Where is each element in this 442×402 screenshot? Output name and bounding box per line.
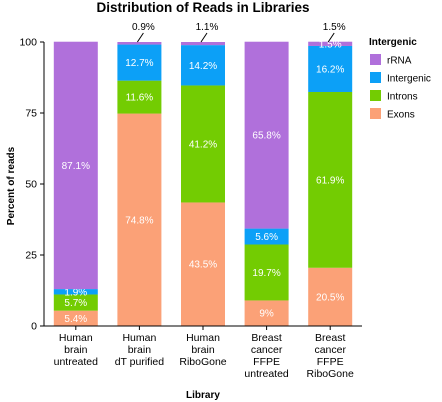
data-label: 87.1% — [62, 161, 90, 172]
x-tick-label: Human brain dT purified — [115, 332, 165, 368]
bar-segment-exons — [181, 202, 225, 326]
data-label: 14.2% — [189, 61, 217, 72]
y-axis-label: Percent of reads — [6, 146, 17, 225]
bar-segment-introns — [117, 80, 162, 114]
bar-segment-exons — [117, 113, 162, 327]
data-label-outside: 0.9% — [132, 22, 155, 33]
legend-label: rRNA — [387, 56, 412, 67]
bar-segment-rrna — [117, 42, 162, 45]
legend-swatch-introns — [370, 90, 381, 101]
data-label: 65.8% — [252, 131, 280, 142]
bar-segment-rrna — [244, 41, 289, 229]
legend-label: Exons — [387, 110, 415, 121]
chart-title: Distribution of Reads in Libraries — [96, 0, 309, 15]
data-label: 43.5% — [189, 260, 217, 271]
leader-line — [327, 32, 335, 43]
data-label: 20.5% — [316, 292, 344, 303]
x-tick-label: Breast cancer FFPE RiboGone — [307, 332, 354, 380]
data-label: 5.4% — [64, 314, 87, 325]
data-label: 5.7% — [64, 298, 87, 309]
bar-segment-introns — [53, 294, 98, 311]
y-tick-label: 75 — [25, 108, 37, 120]
legend-swatch-intergenic — [370, 72, 381, 83]
data-label: 12.7% — [125, 58, 153, 69]
y-tick-label: 50 — [25, 179, 37, 191]
y-tick-label: 100 — [19, 37, 37, 49]
data-label: 1.5% — [319, 39, 342, 50]
bar-segment-intergenic — [117, 44, 162, 81]
data-label: 16.2% — [316, 64, 344, 75]
leader-line — [200, 32, 208, 43]
data-label: 41.2% — [189, 139, 217, 150]
bar-segment-exons — [244, 300, 289, 326]
bars: 5.4% 5.7%1.9% 87.1% 74.8% 11.6% 12.7% 0.9% 43.5… — [53, 22, 353, 327]
y-tick-label: 25 — [25, 250, 37, 262]
bar-segment-exons — [53, 310, 98, 326]
x-axis: Human brain untreated Human brain dT purified… — [44, 325, 362, 380]
data-label: 19.7% — [252, 268, 280, 279]
legend: Intergenic rRNA Intergenic Introns Exons — [369, 37, 431, 121]
bar-segment-rrna — [181, 42, 225, 46]
x-axis-label: Library — [186, 390, 220, 401]
y-axis: 0 25 50 75 100 — [19, 37, 45, 333]
bar-segment-intergenic — [53, 289, 98, 295]
bar-segment-exons — [308, 267, 353, 326]
x-tick-label: Breast cancer FFPE untreated — [244, 332, 289, 380]
data-label-outside: 1.5% — [323, 22, 346, 33]
bar-segment-intergenic — [181, 45, 225, 86]
data-label: 11.6% — [126, 93, 154, 104]
data-label: 9% — [259, 309, 274, 320]
bar-segment-intergenic — [244, 228, 289, 245]
bar-segment-rrna — [308, 41, 353, 46]
data-label-outside: 1.1% — [196, 22, 219, 33]
data-label: 1.9% — [64, 287, 87, 298]
data-label: 5.6% — [255, 232, 278, 243]
x-tick-label: Human brain RiboGone — [179, 332, 226, 368]
bar-segment-introns — [308, 91, 353, 268]
legend-label: Intergenic — [387, 74, 431, 85]
bar-segment-intergenic — [308, 45, 353, 92]
data-label: 61.9% — [316, 175, 344, 186]
bar-segment-introns — [244, 244, 289, 301]
bar-segment-introns — [181, 85, 225, 203]
leader-line — [136, 32, 144, 43]
legend-swatch-rrna — [370, 54, 381, 65]
legend-title: Intergenic — [369, 37, 417, 48]
bar-segment-rrna — [53, 41, 98, 290]
x-tick-label: Human brain untreated — [54, 332, 99, 368]
legend-swatch-exons — [370, 108, 381, 119]
y-tick-label: 0 — [31, 321, 37, 333]
data-label: 74.8% — [125, 215, 153, 226]
legend-label: Introns — [387, 92, 418, 103]
